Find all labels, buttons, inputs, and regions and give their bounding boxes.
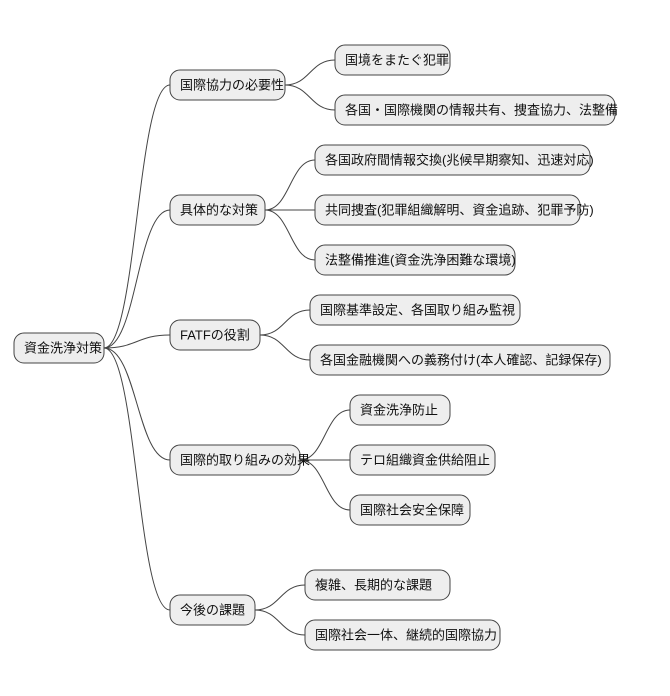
node-c43: 国際社会安全保障 (350, 495, 470, 525)
edge-b2-c21 (265, 160, 315, 210)
node-b1-label: 国際協力の必要性 (180, 77, 284, 92)
edge-root-b3 (104, 335, 170, 348)
edge-root-b5 (104, 348, 170, 610)
node-b2-label: 具体的な対策 (180, 202, 258, 217)
node-c51-label: 複雑、長期的な課題 (315, 577, 432, 592)
node-c52-label: 国際社会一体、継続的国際協力 (315, 627, 497, 642)
edge-b2-c23 (265, 210, 315, 260)
node-c42: テロ組織資金供給阻止 (350, 445, 495, 475)
node-c32: 各国金融機関への義務付け(本人確認、記録保存) (310, 345, 610, 375)
edge-b5-c51 (255, 585, 305, 610)
node-b2: 具体的な対策 (170, 195, 265, 225)
node-c12: 各国・国際機関の情報共有、捜査協力、法整備 (335, 95, 618, 125)
node-root-label: 資金洗浄対策 (24, 340, 102, 355)
node-c42-label: テロ組織資金供給阻止 (360, 452, 490, 467)
edge-b1-c11 (285, 60, 335, 85)
edge-root-b2 (104, 210, 170, 348)
node-c31-label: 国際基準設定、各国取り組み監視 (320, 302, 515, 317)
mindmap-canvas: 資金洗浄対策 国際協力の必要性具体的な対策 FATFの役割国際的取り組みの効果今後の… (0, 0, 670, 696)
node-root: 資金洗浄対策 (14, 333, 104, 363)
node-c12-label: 各国・国際機関の情報共有、捜査協力、法整備 (345, 102, 618, 117)
node-c11: 国境をまたぐ犯罪 (335, 45, 450, 75)
node-b4: 国際的取り組みの効果 (170, 445, 310, 475)
node-c41-label: 資金洗浄防止 (360, 402, 438, 417)
edge-root-b1 (104, 85, 170, 348)
edge-b3-c32 (260, 335, 310, 360)
node-c32-label: 各国金融機関への義務付け(本人確認、記録保存) (320, 352, 602, 367)
edge-root-b4 (104, 348, 170, 460)
node-b3: FATFの役割 (170, 320, 260, 350)
node-c23: 法整備推進(資金洗浄困難な環境) (315, 245, 516, 275)
node-c11-label: 国境をまたぐ犯罪 (345, 52, 449, 67)
node-b5: 今後の課題 (170, 595, 255, 625)
node-c51: 複雑、長期的な課題 (305, 570, 450, 600)
node-c22: 共同捜査(犯罪組織解明、資金追跡、犯罪予防) (315, 195, 594, 225)
edge-b1-c12 (285, 85, 335, 110)
node-b3-label: FATFの役割 (180, 327, 250, 342)
node-c52: 国際社会一体、継続的国際協力 (305, 620, 500, 650)
node-b1: 国際協力の必要性 (170, 70, 285, 100)
node-c23-label: 法整備推進(資金洗浄困難な環境) (325, 252, 516, 267)
node-c43-label: 国際社会安全保障 (360, 502, 464, 517)
node-c21-label: 各国政府間情報交換(兆候早期察知、迅速対応) (325, 152, 594, 167)
node-b4-label: 国際的取り組みの効果 (180, 452, 310, 467)
node-c31: 国際基準設定、各国取り組み監視 (310, 295, 520, 325)
edge-b5-c52 (255, 610, 305, 635)
edge-b3-c31 (260, 310, 310, 335)
node-c22-label: 共同捜査(犯罪組織解明、資金追跡、犯罪予防) (325, 202, 594, 217)
node-c41: 資金洗浄防止 (350, 395, 450, 425)
node-c21: 各国政府間情報交換(兆候早期察知、迅速対応) (315, 145, 594, 175)
node-b5-label: 今後の課題 (180, 602, 245, 617)
edge-b4-c43 (300, 460, 350, 510)
